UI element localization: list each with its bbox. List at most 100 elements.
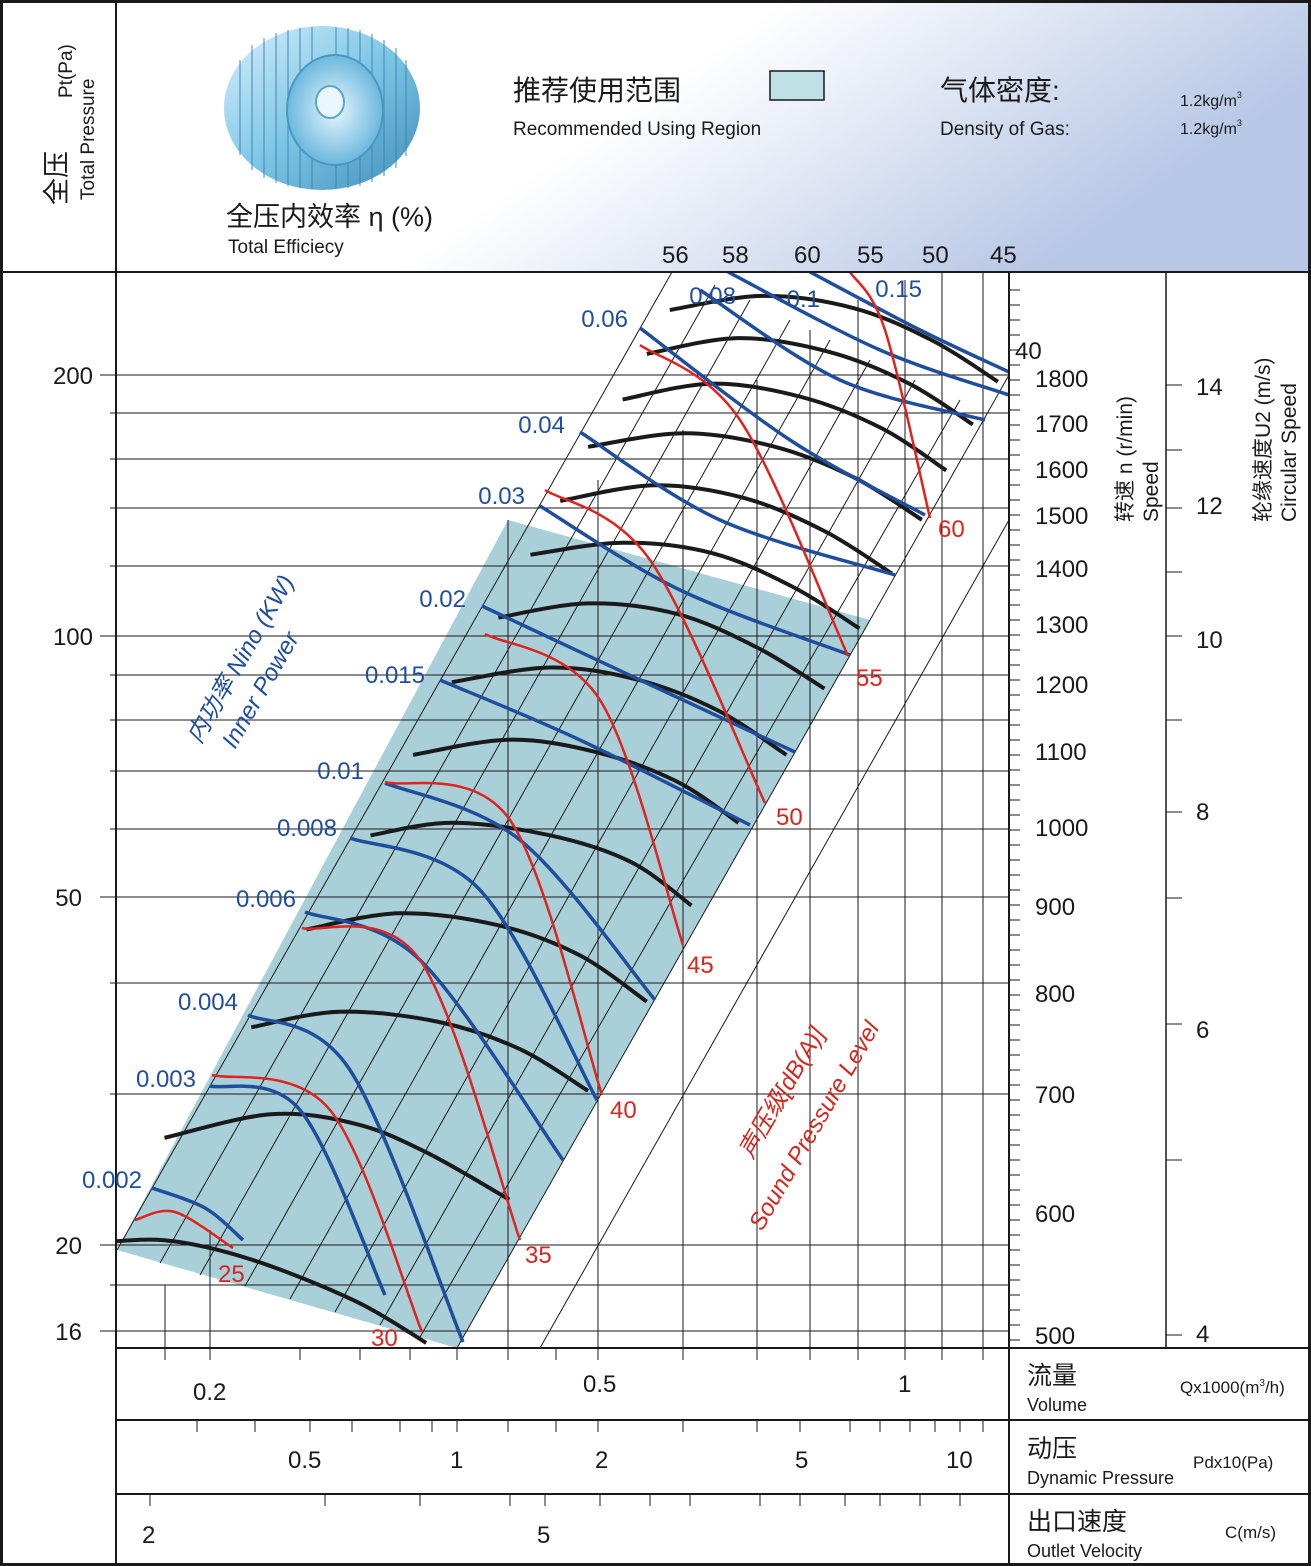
power-curve-0.03 xyxy=(539,504,851,657)
speed-axis-title-en: Speed xyxy=(1140,461,1163,522)
speed-curve-800 xyxy=(306,911,648,1004)
volume-axis: 0.2 0.5 1 流量 Volume Qx1000(m3/h) xyxy=(193,1362,1285,1415)
pressure-label-en: Total Pressure xyxy=(78,79,99,200)
power-label: 0.002 xyxy=(82,1167,142,1194)
dp-tick-label: 0.5 xyxy=(288,1447,321,1474)
header-background xyxy=(0,0,1311,272)
power-curve-0.02 xyxy=(481,604,796,754)
volume-unit: Qx1000(m3/h) xyxy=(1180,1378,1285,1397)
sound-label: 60 xyxy=(938,516,965,543)
power-label: 0.015 xyxy=(365,662,425,689)
sound-curve-25 xyxy=(134,1209,234,1250)
sound-labels: 25 30 35 40 45 50 55 60 xyxy=(218,516,965,1352)
outlet-velocity-axis: 2 5 出口速度 Outlet Velocity C(m/s) xyxy=(142,1508,1276,1561)
density-title-en: Density of Gas: xyxy=(940,119,1070,140)
dp-tick-label: 5 xyxy=(795,1447,808,1474)
speed-tick-label: 900 xyxy=(1035,894,1075,921)
speed-curve-1300 xyxy=(530,540,861,631)
bottom-axis-ticks xyxy=(149,1348,984,1506)
power-curve-0.003 xyxy=(209,1084,387,1296)
speed-curve-700 xyxy=(250,1009,590,1093)
speed-tick-label: 500 xyxy=(1035,1323,1075,1350)
power-label: 0.1 xyxy=(787,286,820,313)
sound-curves xyxy=(134,272,932,1333)
dp-tick-label: 10 xyxy=(946,1447,973,1474)
power-curve-0.015 xyxy=(439,678,751,827)
volume-title-en: Volume xyxy=(1027,1395,1087,1415)
y-axis-labels: 200 100 50 20 16 xyxy=(53,363,93,1346)
efficiency-label: 40 xyxy=(1015,338,1042,365)
power-label: 0.04 xyxy=(518,412,565,439)
volume-tick-label: 0.2 xyxy=(193,1379,226,1406)
vel-tick-label: 5 xyxy=(537,1522,550,1549)
power-label: 0.01 xyxy=(317,758,364,785)
sound-label: 30 xyxy=(371,1325,398,1352)
power-curve-0.15 xyxy=(809,272,1009,374)
speed-curve-900 xyxy=(370,820,693,908)
circular-axis-title-cn: 轮缘速度U2 (m/s) xyxy=(1252,358,1275,523)
volume-title-cn: 流量 xyxy=(1027,1362,1077,1390)
speed-tick-labels: 1800 1700 1600 1500 1400 1300 1200 1100 … xyxy=(1035,366,1088,1350)
pressure-label-cn: 全压 xyxy=(42,151,72,205)
power-curve-0.002 xyxy=(151,1186,245,1242)
power-curve-0.008 xyxy=(349,836,599,1101)
power-curve-0.06 xyxy=(638,326,926,517)
sound-curve-60 xyxy=(848,272,932,519)
speed-curve-500 xyxy=(117,1237,428,1345)
recommended-legend-swatch xyxy=(769,70,825,101)
speed-tick-label: 1100 xyxy=(1035,739,1087,766)
efficiency-title-en: Total Efficiecy xyxy=(228,237,344,258)
density-value-1: 1.2kg/m3 xyxy=(1180,90,1242,110)
circular-tick-label: 14 xyxy=(1196,374,1223,401)
vertical-grid xyxy=(164,272,984,1348)
speed-curve-1700 xyxy=(646,336,974,427)
speed-axis-ticks xyxy=(1009,289,1020,1341)
circular-tick-label: 8 xyxy=(1196,799,1209,826)
circular-speed-labels: 14 12 10 8 6 4 xyxy=(1196,374,1223,1348)
dp-tick-label: 2 xyxy=(595,1447,608,1474)
sound-curve-35 xyxy=(301,925,522,1241)
speed-tick-label: 1300 xyxy=(1035,612,1088,639)
efficiency-labels: 56 58 60 55 50 45 40 xyxy=(662,242,1042,365)
y-tick-label: 20 xyxy=(55,1233,82,1260)
dp-title-en: Dynamic Pressure xyxy=(1027,1468,1174,1488)
circular-axis-title-en: Circular Speed xyxy=(1278,383,1301,522)
speed-curve-1800 xyxy=(669,293,999,384)
efficiency-label: 56 xyxy=(662,242,689,269)
speed-axis-title-cn: 转速 n (r/min) xyxy=(1114,396,1137,522)
speed-curve-1600 xyxy=(622,381,948,473)
power-curve-0.006 xyxy=(304,910,565,1162)
volume-tick-label: 0.5 xyxy=(583,1371,616,1398)
circular-tick-label: 12 xyxy=(1196,493,1223,520)
recommended-title-cn: 推荐使用范围 xyxy=(513,75,681,106)
pressure-label-unit: Pt(Pa) xyxy=(56,44,77,98)
efficiency-title-cn: 全压内效率 η (%) xyxy=(226,202,433,232)
sound-label: 50 xyxy=(776,804,803,831)
speed-tick-label: 800 xyxy=(1035,981,1075,1008)
speed-tick-label: 1800 xyxy=(1035,366,1088,393)
speed-curve-600 xyxy=(164,1111,511,1202)
density-title-cn: 气体密度: xyxy=(940,75,1060,106)
sound-label: 55 xyxy=(856,665,883,692)
speed-tick-label: 1200 xyxy=(1035,672,1088,699)
circular-tick-label: 10 xyxy=(1196,627,1223,654)
speed-tick-label: 600 xyxy=(1035,1201,1075,1228)
power-curves xyxy=(151,272,1009,1343)
dp-title-cn: 动压 xyxy=(1027,1435,1077,1463)
sound-label: 25 xyxy=(218,1261,245,1288)
efficiency-label: 60 xyxy=(794,242,821,269)
power-label: 0.008 xyxy=(277,815,337,842)
power-label: 0.004 xyxy=(178,989,238,1016)
power-label: 0.03 xyxy=(478,483,525,510)
recommended-title-en: Recommended Using Region xyxy=(513,119,761,140)
power-label: 0.08 xyxy=(689,283,736,310)
power-curve-0.1 xyxy=(727,272,1009,397)
sound-curve-40 xyxy=(384,780,604,1096)
sound-label: 45 xyxy=(687,952,714,979)
vel-tick-label: 2 xyxy=(142,1522,155,1549)
sound-curve-45 xyxy=(484,632,685,946)
speed-tick-label: 700 xyxy=(1035,1082,1075,1109)
dp-unit: Pdx10(Pa) xyxy=(1193,1453,1273,1472)
speed-tick-label: 1500 xyxy=(1035,503,1088,530)
